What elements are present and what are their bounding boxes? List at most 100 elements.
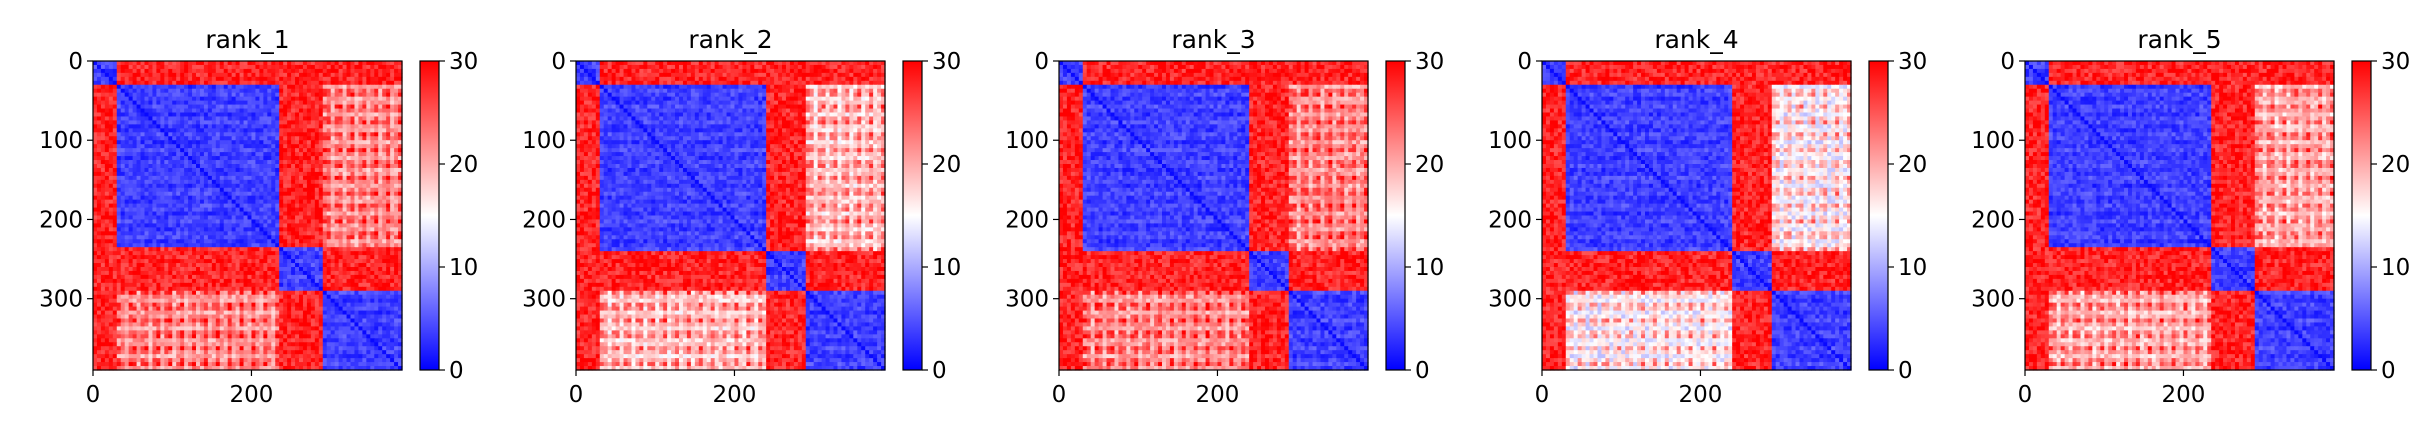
- heatmap-cell: [188, 211, 193, 217]
- heatmap-cell: [318, 191, 324, 197]
- heatmap-cell: [386, 116, 391, 122]
- heatmap-cell: [180, 290, 185, 296]
- heatmap-cell: [310, 302, 316, 308]
- heatmap-cell: [287, 175, 292, 181]
- heatmap-cell: [188, 171, 193, 177]
- heatmap-cell: [196, 124, 201, 129]
- heatmap-cell: [180, 160, 185, 165]
- heatmap-cell: [283, 124, 288, 129]
- heatmap-cell: [338, 160, 344, 165]
- heatmap-cell: [93, 179, 98, 185]
- heatmap-cell: [112, 298, 118, 304]
- heatmap-cell: [239, 80, 245, 86]
- heatmap-cell: [271, 298, 276, 304]
- heatmap-cell: [255, 211, 260, 217]
- heatmap-cell: [140, 156, 146, 161]
- heatmap-cell: [302, 223, 308, 228]
- heatmap-cell: [390, 270, 395, 276]
- heatmap-cell: [275, 203, 280, 209]
- heatmap-cell: [362, 183, 367, 189]
- heatmap-cell: [247, 290, 253, 296]
- heatmap-cell: [192, 92, 197, 98]
- heatmap-cell: [243, 80, 249, 86]
- heatmap-cell: [207, 278, 213, 284]
- heatmap-cell: [350, 183, 356, 189]
- heatmap-cell: [152, 160, 157, 165]
- heatmap-cell: [394, 183, 399, 189]
- heatmap-cell: [184, 298, 189, 304]
- heatmap-cell: [219, 68, 225, 74]
- heatmap-cell: [334, 286, 340, 292]
- heatmap-cell: [100, 140, 106, 145]
- heatmap-cell: [283, 120, 288, 125]
- heatmap-cell: [211, 128, 217, 133]
- heatmap-cell: [346, 270, 352, 276]
- heatmap-cell: [199, 68, 205, 74]
- heatmap-cell: [267, 199, 272, 205]
- heatmap-cell: [338, 120, 344, 125]
- heatmap-cell: [302, 183, 308, 189]
- heatmap-cell: [314, 183, 320, 189]
- heatmap-cell: [112, 148, 118, 153]
- heatmap-cell: [104, 211, 110, 217]
- heatmap-cell: [386, 61, 391, 66]
- heatmap-cell: [382, 128, 387, 133]
- heatmap-cell: [398, 306, 403, 312]
- heatmap-cell: [318, 164, 324, 169]
- heatmap-cell: [104, 124, 110, 129]
- heatmap-cell: [271, 104, 276, 110]
- heatmap-cell: [354, 80, 360, 86]
- heatmap-cell: [203, 187, 209, 193]
- heatmap-cell: [275, 247, 280, 252]
- heatmap-cell: [275, 306, 280, 312]
- heatmap-cell: [390, 80, 395, 86]
- heatmap-cell: [394, 164, 399, 169]
- heatmap-cell: [322, 92, 328, 98]
- heatmap-cell: [275, 267, 280, 272]
- heatmap-cell: [116, 239, 122, 244]
- heatmap-cell: [156, 152, 161, 157]
- heatmap-cell: [188, 92, 193, 98]
- heatmap-cell: [172, 92, 177, 98]
- heatmap-cell: [334, 96, 340, 102]
- heatmap-cell: [255, 294, 260, 300]
- heatmap-cell: [342, 282, 348, 288]
- heatmap-cell: [374, 124, 379, 129]
- heatmap-cell: [192, 108, 197, 114]
- heatmap-cell: [144, 251, 150, 256]
- heatmap-cell: [239, 259, 245, 264]
- heatmap-cell: [223, 207, 229, 213]
- heatmap-cell: [207, 183, 213, 189]
- heatmap-cell: [358, 211, 363, 217]
- heatmap-cell: [394, 282, 399, 288]
- heatmap-cell: [207, 104, 213, 110]
- heatmap-cell: [144, 179, 150, 185]
- heatmap-cell: [346, 72, 352, 78]
- heatmap-cell: [378, 167, 383, 173]
- heatmap-cell: [259, 120, 264, 125]
- heatmap-cell: [362, 124, 367, 129]
- heatmap-cell: [370, 199, 375, 205]
- heatmap-cell: [128, 267, 134, 272]
- heatmap-cell: [203, 239, 209, 244]
- heatmap-cell: [302, 282, 308, 288]
- heatmap-cell: [271, 120, 276, 125]
- heatmap-cell: [180, 88, 185, 94]
- heatmap-cell: [108, 294, 114, 300]
- heatmap-cell: [140, 255, 146, 260]
- heatmap-cell: [164, 100, 169, 106]
- heatmap-cell: [370, 160, 375, 165]
- heatmap-cell: [100, 84, 106, 90]
- heatmap-cell: [207, 187, 213, 193]
- heatmap-cell: [215, 61, 221, 66]
- heatmap-cell: [283, 215, 288, 221]
- heatmap-cell: [144, 235, 150, 240]
- heatmap-cell: [291, 148, 296, 153]
- heatmap-cell: [334, 148, 340, 153]
- heatmap-cell: [96, 179, 102, 185]
- heatmap-cell: [247, 310, 253, 316]
- heatmap-cell: [354, 112, 360, 118]
- heatmap-cell: [255, 263, 260, 268]
- heatmap-cell: [291, 243, 296, 248]
- heatmap-cell: [275, 167, 280, 173]
